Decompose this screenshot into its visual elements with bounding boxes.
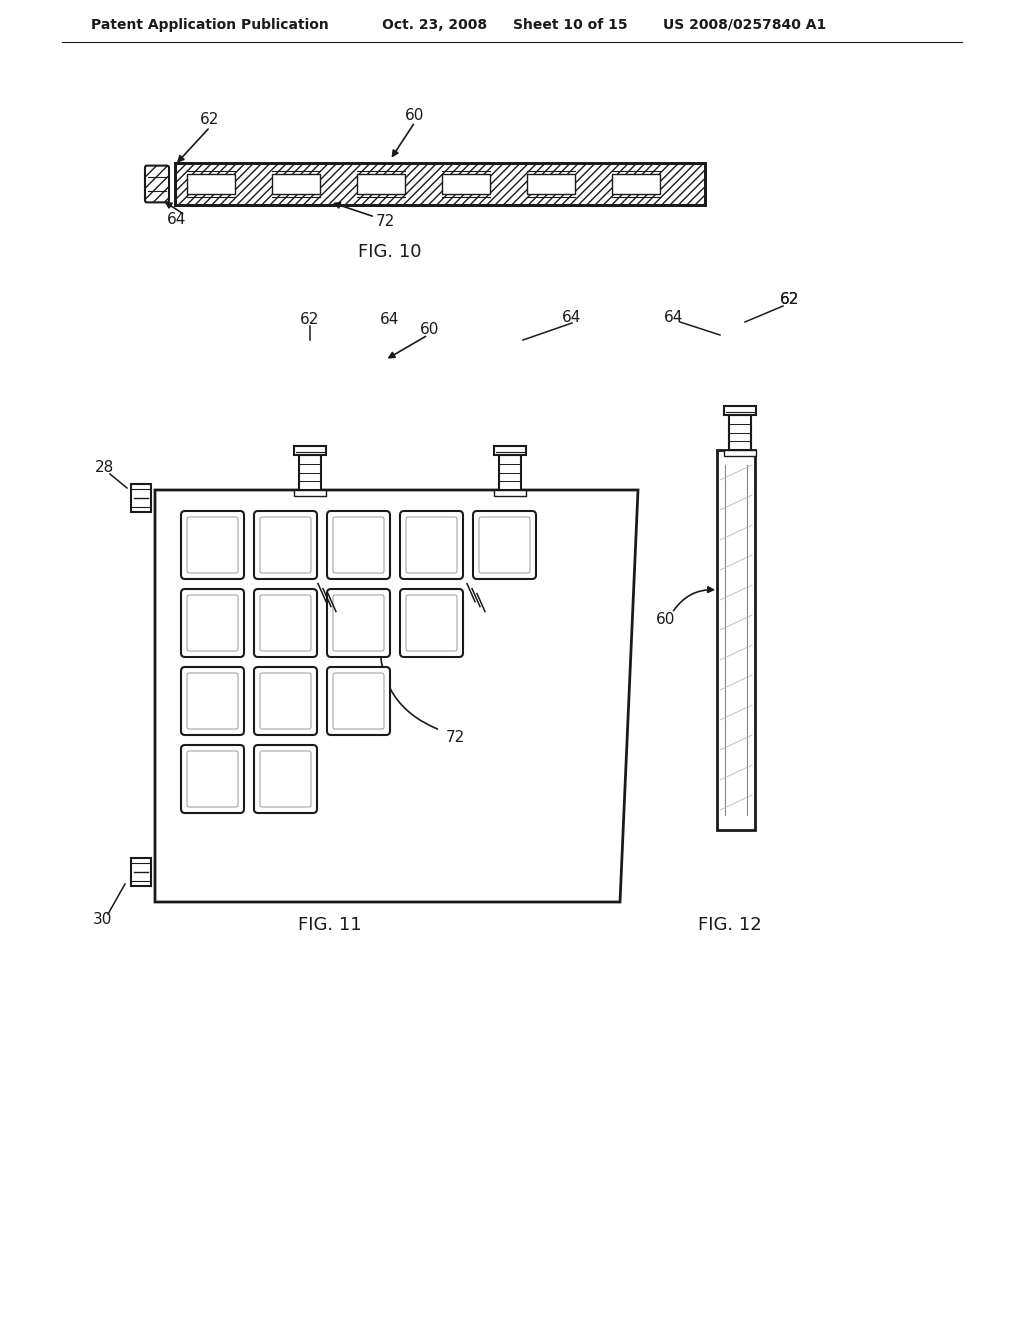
Bar [357,174,406,194]
FancyBboxPatch shape [181,744,244,813]
Bar [717,450,755,830]
Bar [612,174,660,194]
Bar [294,490,326,496]
FancyBboxPatch shape [181,511,244,579]
Bar [442,174,490,194]
Text: 72: 72 [376,214,394,230]
FancyBboxPatch shape [327,589,390,657]
Text: 60: 60 [420,322,439,338]
FancyBboxPatch shape [254,511,317,579]
Bar [299,455,321,490]
Text: 64: 64 [562,309,582,325]
Bar [494,490,526,496]
Text: 64: 64 [167,213,186,227]
Bar [175,162,705,205]
Text: 28: 28 [95,461,115,475]
Polygon shape [155,490,638,902]
Bar [175,162,705,205]
Text: 72: 72 [445,730,465,744]
Text: Oct. 23, 2008: Oct. 23, 2008 [382,18,487,32]
Bar [527,174,575,194]
Text: 62: 62 [201,112,220,128]
FancyBboxPatch shape [181,589,244,657]
FancyBboxPatch shape [327,511,390,579]
Text: FIG. 11: FIG. 11 [298,916,361,935]
Bar [729,414,751,450]
Bar [724,407,756,414]
FancyBboxPatch shape [181,667,244,735]
Bar [294,446,326,455]
Bar [272,174,319,194]
FancyBboxPatch shape [145,165,169,202]
Bar [175,162,705,205]
FancyBboxPatch shape [254,589,317,657]
Text: FIG. 10: FIG. 10 [358,243,422,261]
Text: Patent Application Publication: Patent Application Publication [91,18,329,32]
Text: 64: 64 [665,309,684,325]
Bar [187,174,234,194]
FancyBboxPatch shape [473,511,536,579]
Text: 30: 30 [93,912,113,928]
Text: 64: 64 [380,313,399,327]
Text: US 2008/0257840 A1: US 2008/0257840 A1 [664,18,826,32]
Text: 62: 62 [300,313,319,327]
Text: 62: 62 [780,293,800,308]
Text: 60: 60 [656,612,676,627]
Bar [494,446,526,455]
FancyBboxPatch shape [254,667,317,735]
Bar [499,455,521,490]
Bar [724,450,756,455]
Text: 62: 62 [780,293,800,308]
FancyBboxPatch shape [254,744,317,813]
FancyBboxPatch shape [400,511,463,579]
Text: FIG. 12: FIG. 12 [698,916,762,935]
Bar [131,484,151,512]
FancyBboxPatch shape [327,667,390,735]
Bar [131,858,151,886]
FancyBboxPatch shape [400,589,463,657]
Text: Sheet 10 of 15: Sheet 10 of 15 [513,18,628,32]
Text: 60: 60 [406,107,425,123]
